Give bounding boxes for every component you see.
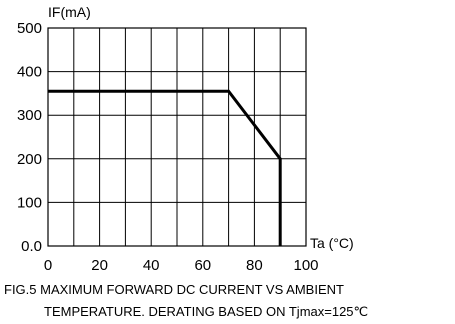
figure-caption-line-1: FIG.5 MAXIMUM FORWARD DC CURRENT VS AMBI…	[4, 282, 344, 297]
y-tick-label: 0.0	[21, 238, 42, 255]
series-layer	[48, 89, 282, 246]
plot-border	[47, 27, 307, 247]
x-tick-label: 40	[143, 257, 160, 274]
x-tick-label: 20	[91, 257, 108, 274]
x-tick-label: 60	[194, 257, 211, 274]
y-tick-label: 400	[17, 64, 42, 81]
y-axis-label: IF(mA)	[48, 4, 91, 20]
y-tick-labels: 0.0 100 200 300 400 500	[17, 20, 42, 255]
x-tick-labels: 0 20 40 60 80 100	[44, 257, 319, 274]
derating-curve	[48, 89, 282, 246]
plot-frame	[47, 27, 307, 247]
x-tick-label: 0	[44, 257, 52, 274]
x-tick-label: 80	[246, 257, 263, 274]
x-axis-label: Ta (°C)	[310, 235, 354, 251]
y-tick-label: 500	[17, 20, 42, 37]
y-tick-label: 100	[17, 194, 42, 211]
x-tick-label: 100	[293, 257, 318, 274]
grid-lines	[47, 27, 307, 247]
figure-caption-line-2: TEMPERATURE. DERATING BASED ON Tjmax=125…	[44, 304, 368, 319]
y-tick-label: 200	[17, 151, 42, 168]
y-tick-label: 300	[17, 107, 42, 124]
